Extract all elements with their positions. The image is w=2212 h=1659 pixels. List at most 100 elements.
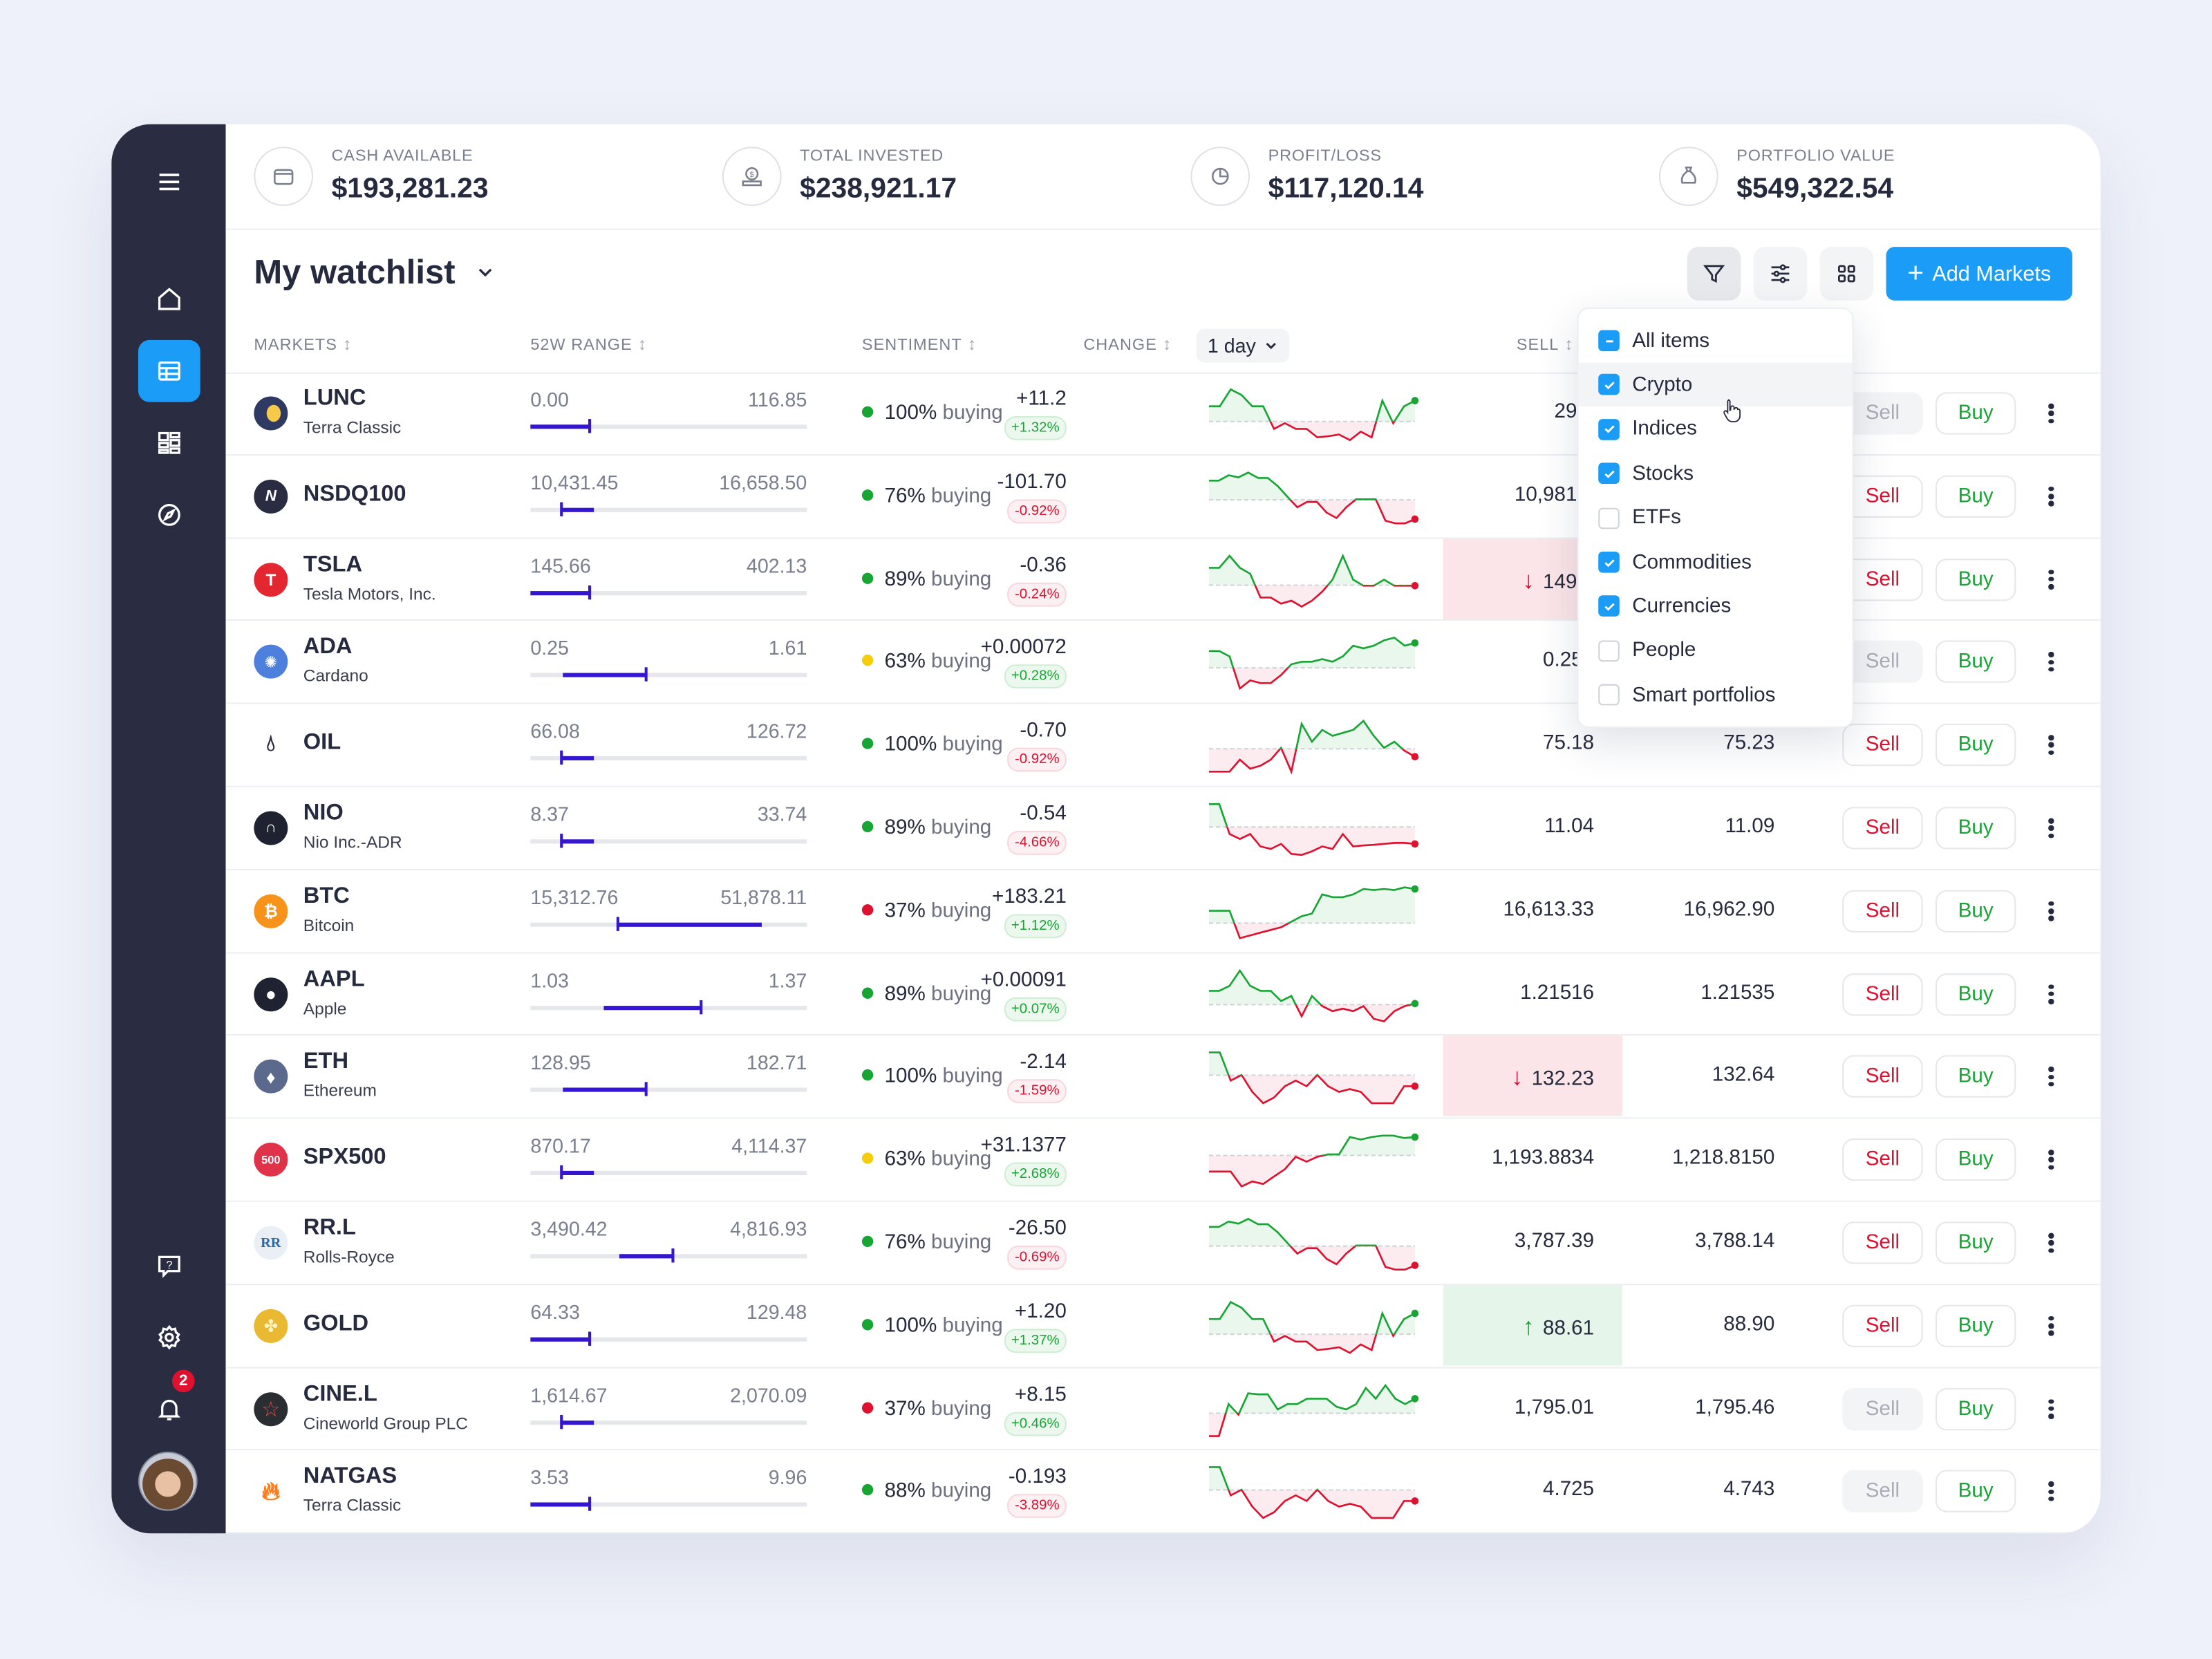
filter-option[interactable]: Smart portfolios xyxy=(1579,673,1853,717)
checkbox[interactable] xyxy=(1598,462,1620,485)
sell-button[interactable]: Sell xyxy=(1842,973,1923,1015)
table-row[interactable]: 500 SPX500 870.17 4,114.37 63% buying +31.137… xyxy=(225,1119,2101,1202)
more-options-icon[interactable] xyxy=(2041,400,2061,428)
column-change[interactable]: CHANGE ↕ xyxy=(1083,334,1172,355)
checkbox[interactable] xyxy=(1598,507,1620,529)
market-ticker[interactable]: GOLD xyxy=(303,1311,369,1336)
home-icon[interactable] xyxy=(138,268,200,330)
checkbox[interactable] xyxy=(1598,551,1620,573)
buy-button[interactable]: Buy xyxy=(1935,1304,2016,1347)
buy-button[interactable]: Buy xyxy=(1935,890,2016,932)
buy-button[interactable]: Buy xyxy=(1935,807,2016,850)
checkbox[interactable] xyxy=(1598,684,1620,706)
more-options-icon[interactable] xyxy=(2041,731,2061,760)
buy-button[interactable]: Buy xyxy=(1935,1387,2016,1430)
table-icon[interactable] xyxy=(138,339,200,402)
table-row[interactable]: ₿ BTC Bitcoin 15,312.76 51,878.11 37% buying +… xyxy=(225,870,2101,953)
period-select[interactable]: 1 day xyxy=(1196,328,1290,363)
buy-button[interactable]: Buy xyxy=(1935,973,2016,1015)
market-ticker[interactable]: ADA xyxy=(303,635,353,659)
sell-button[interactable]: Sell xyxy=(1842,807,1923,850)
sell-button[interactable]: Sell xyxy=(1842,724,1923,767)
checkbox[interactable] xyxy=(1598,330,1620,352)
market-ticker[interactable]: NIO xyxy=(303,801,344,825)
table-row[interactable]: ☆ CINE.L Cineworld Group PLC 1,614.67 2,070.… xyxy=(225,1368,2101,1451)
sell-button[interactable]: Sell xyxy=(1842,1387,1923,1430)
market-ticker[interactable]: NATGAS xyxy=(303,1465,397,1489)
sell-button[interactable]: Sell xyxy=(1842,1056,1923,1098)
column-markets[interactable]: MARKETS ↕ xyxy=(254,334,353,355)
table-row[interactable]: ∩ NIO Nio Inc.-ADR 8.37 33.74 89% buying -0.54… xyxy=(225,787,2101,870)
settings-icon[interactable] xyxy=(138,1306,200,1369)
market-ticker[interactable]: TSLA xyxy=(303,552,363,577)
sell-button[interactable]: Sell xyxy=(1842,1470,1923,1513)
filter-option[interactable]: People xyxy=(1579,629,1853,673)
market-ticker[interactable]: BTC xyxy=(303,884,350,908)
sell-button[interactable]: Sell xyxy=(1842,890,1923,932)
more-options-icon[interactable] xyxy=(2041,1312,2061,1340)
buy-button[interactable]: Buy xyxy=(1935,1138,2016,1181)
more-options-icon[interactable] xyxy=(2041,814,2061,843)
avatar[interactable] xyxy=(138,1451,198,1511)
table-row[interactable]: ● AAPL Apple 1.03 1.37 89% buying +0.00091 +0.0… xyxy=(225,953,2101,1036)
sell-button[interactable]: Sell xyxy=(1842,641,1923,684)
sell-button[interactable]: Sell xyxy=(1842,558,1923,601)
more-options-icon[interactable] xyxy=(2041,1146,2061,1174)
sell-button[interactable]: Sell xyxy=(1842,1138,1923,1181)
menu-icon[interactable] xyxy=(138,151,200,213)
market-ticker[interactable]: NSDQ100 xyxy=(303,482,406,507)
more-options-icon[interactable] xyxy=(2041,648,2061,677)
filter-option[interactable]: ETFs xyxy=(1579,496,1853,540)
column-sell[interactable]: SELL ↕ xyxy=(1516,334,1574,355)
buy-button[interactable]: Buy xyxy=(1935,475,2016,518)
sell-button[interactable]: Sell xyxy=(1842,392,1923,435)
filter-option[interactable]: Currencies xyxy=(1579,585,1853,628)
more-options-icon[interactable] xyxy=(2041,1395,2061,1423)
sell-button[interactable]: Sell xyxy=(1842,475,1923,518)
dashboard-icon[interactable] xyxy=(138,412,200,474)
column-52w-range[interactable]: 52W RANGE ↕ xyxy=(530,334,648,355)
market-ticker[interactable]: CINE.L xyxy=(303,1382,377,1406)
more-options-icon[interactable] xyxy=(2041,1478,2061,1506)
table-row[interactable]: 💧︎ OIL 66.08 126.72 100% buying -0.70 -0.92% 75… xyxy=(225,704,2101,787)
filter-option[interactable]: All items xyxy=(1579,319,1853,362)
buy-button[interactable]: Buy xyxy=(1935,724,2016,767)
buy-button[interactable]: Buy xyxy=(1935,558,2016,601)
page-title[interactable]: My watchlist xyxy=(254,254,456,292)
market-ticker[interactable]: AAPL xyxy=(303,967,365,991)
market-ticker[interactable]: SPX500 xyxy=(303,1145,386,1170)
market-ticker[interactable]: OIL xyxy=(303,731,341,756)
checkbox[interactable] xyxy=(1598,374,1620,396)
sell-button[interactable]: Sell xyxy=(1842,1304,1923,1347)
adjust-button[interactable] xyxy=(1753,247,1808,301)
filter-option[interactable]: Commodities xyxy=(1579,541,1853,584)
column-sentiment[interactable]: SENTIMENT ↕ xyxy=(861,334,977,355)
checkbox[interactable] xyxy=(1598,640,1620,662)
market-ticker[interactable]: ETH xyxy=(303,1050,349,1074)
grid-view-button[interactable] xyxy=(1819,247,1874,301)
more-options-icon[interactable] xyxy=(2041,897,2061,926)
table-row[interactable]: LUNC Terra Classic 0.00 116.85 100% buying +1… xyxy=(225,373,2101,456)
checkbox[interactable] xyxy=(1598,418,1620,440)
filter-option[interactable]: Crypto xyxy=(1578,363,1853,407)
market-ticker[interactable]: LUNC xyxy=(303,386,366,411)
market-ticker[interactable]: RR.L xyxy=(303,1216,356,1240)
bell-icon[interactable]: 2 xyxy=(138,1369,200,1441)
buy-button[interactable]: Buy xyxy=(1935,641,2016,684)
add-markets-button[interactable]: + Add Markets xyxy=(1886,247,2072,301)
more-options-icon[interactable] xyxy=(2041,1063,2061,1091)
more-options-icon[interactable] xyxy=(2041,565,2061,594)
more-options-icon[interactable] xyxy=(2041,1229,2061,1257)
help-icon[interactable]: ? xyxy=(138,1235,200,1297)
table-row[interactable]: 🔥︎ NATGAS Terra Classic 3.53 9.96 88% buying -… xyxy=(225,1451,2101,1534)
chevron-down-icon[interactable] xyxy=(476,263,496,283)
more-options-icon[interactable] xyxy=(2041,980,2061,1009)
checkbox[interactable] xyxy=(1598,596,1620,617)
filter-option[interactable]: Indices xyxy=(1579,407,1853,451)
table-row[interactable]: ✺ ADA Cardano 0.25 1.61 63% buying +0.00072 +0.… xyxy=(225,621,2101,704)
sell-button[interactable]: Sell xyxy=(1842,1221,1923,1264)
filter-button[interactable] xyxy=(1687,247,1741,301)
buy-button[interactable]: Buy xyxy=(1935,392,2016,435)
filter-option[interactable]: Stocks xyxy=(1579,451,1853,495)
table-row[interactable]: ♦ ETH Ethereum 128.95 182.71 100% buying -2.14… xyxy=(225,1035,2101,1119)
